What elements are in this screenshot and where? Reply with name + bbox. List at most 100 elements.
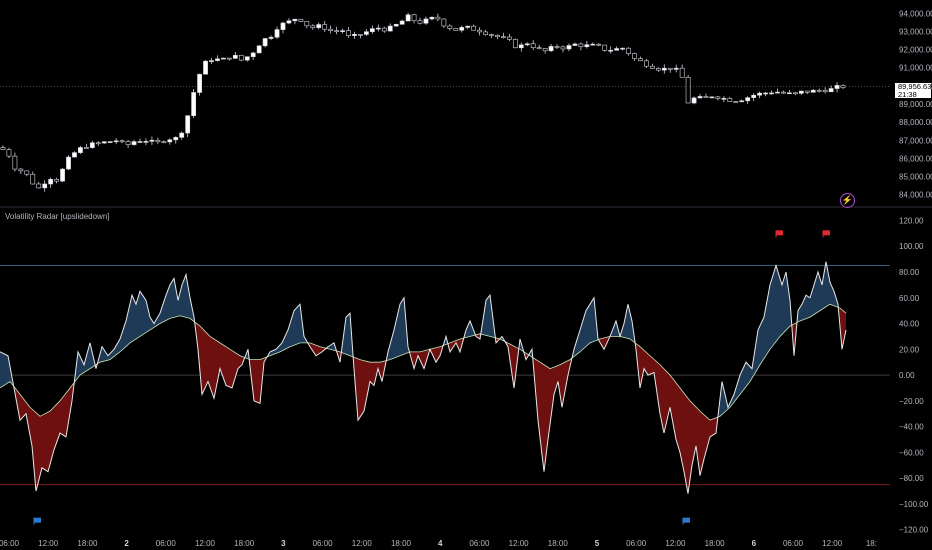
indicator-tick-label: 100.00 [899,242,924,251]
fill-slice [37,413,38,488]
time-tick-label: 12:00 [665,539,686,548]
fill-slice [811,291,812,317]
fill-slice [683,391,684,472]
fill-slice [120,335,121,352]
candle-body [221,57,226,60]
candle-body [78,147,83,153]
fill-slice [315,344,316,356]
fill-slice [163,301,164,322]
candle-body [268,36,274,39]
candle-body [173,137,179,141]
fill-slice [227,347,228,387]
fill-slice [285,334,286,350]
fill-slice [545,365,546,464]
fill-slice [821,281,822,310]
fill-slice [137,297,138,339]
fill-slice [3,353,4,387]
fill-slice [118,340,119,354]
price-pane[interactable] [0,12,890,192]
fill-slice [317,345,318,356]
fill-slice [712,419,713,436]
fill-slice [284,336,285,350]
candle-body [381,27,387,32]
candle-body [334,30,339,32]
candle-body [590,43,596,46]
lightning-icon[interactable]: ⚡ [840,193,855,208]
candle-body [6,149,12,157]
time-tick-label: 06:00 [469,539,490,548]
candle-body [453,28,459,31]
fill-slice [773,271,774,346]
fill-slice [219,342,220,374]
fill-slice [217,340,218,384]
fill-slice [369,361,370,387]
time-tick-label: 2 [124,539,129,548]
candle-body [209,60,214,62]
time-axis[interactable]: 06:00 12:00 18:00 2 06:00 12:00 18:00 3 06:00 12:… [0,539,877,548]
indicator-pane[interactable] [0,230,890,525]
fill-slice [5,354,6,385]
fill-slice [658,362,659,407]
fill-slice [60,399,61,434]
fill-slice [592,299,593,343]
candle-body [804,90,810,93]
fill-slice [283,338,284,351]
fill-slice [188,286,189,319]
fill-slice [589,304,590,344]
price-axis[interactable]: 94,000.0093,000.0092,000.0091,000.0090,0… [899,9,932,199]
candle-body [524,43,530,46]
indicator-axis[interactable]: 120.00 100.00 80.00 60.00 40.00 20.00 0.00 −20.… [899,216,929,534]
fill-slice [799,307,800,322]
fill-slice [762,319,763,362]
fill-slice [692,402,693,466]
candle-body [119,140,125,143]
fill-slice [220,342,221,372]
fill-slice [470,320,471,337]
candle-body [536,47,542,49]
fill-slice [679,386,680,453]
oscillator-line [0,261,847,494]
candle-body [167,139,173,143]
candle-body [834,85,840,89]
candle-body [709,96,715,99]
candle-body [340,30,345,32]
candle-body [95,142,101,145]
fill-slice [813,284,814,316]
fill-slice [810,294,811,318]
indicator-title[interactable]: Volatility Radar [upslidedown] [5,212,110,221]
fill-slice [593,297,594,342]
fill-slice [777,268,778,341]
fill-slice [630,312,631,340]
fill-slice [43,414,44,470]
fill-slice [488,296,489,337]
fill-slice [178,296,179,317]
fill-slice [744,364,745,390]
candle-body [185,115,191,134]
fill-slice [706,416,707,452]
candle-body [60,168,65,182]
fill-slice [769,284,770,351]
fill-slice [239,355,240,368]
candle-body [328,28,334,31]
fill-slice [333,342,334,351]
candle-body [715,96,721,99]
fill-slice [170,283,171,319]
fill-slice [739,375,740,396]
fill-slice [746,362,747,387]
fill-slice [822,279,823,310]
fill-slice [349,313,350,356]
fill-slice [804,297,805,320]
candle-body [387,25,393,32]
fill-slice [644,350,645,371]
fill-slice [274,349,275,355]
candle-body [703,96,709,98]
fill-slice [125,320,126,348]
fill-slice [45,413,46,471]
fill-slice [20,394,21,421]
time-tick-label: 12:00 [509,539,530,548]
fill-slice [672,377,673,424]
candle-body [638,58,643,62]
candle-body [286,20,292,24]
fill-slice [128,308,129,345]
